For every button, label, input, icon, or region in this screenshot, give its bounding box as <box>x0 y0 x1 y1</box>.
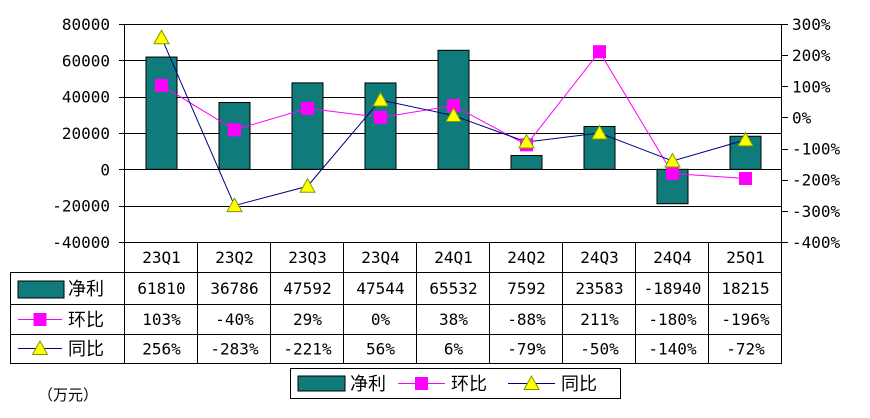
yoy-value-23q2: -283% <box>210 340 259 359</box>
legend-qoq-square-marker <box>415 377 428 390</box>
table-row-label-qoq: 环比 <box>68 310 104 331</box>
net-profit-value-24q2: 7592 <box>507 279 546 298</box>
legend-qoq-label: 环比 <box>451 374 487 395</box>
yoy-value-24q2: -79% <box>507 340 546 359</box>
y-right-tick-label: 0% <box>792 108 812 127</box>
net-profit-value-24q3: 23583 <box>575 279 623 298</box>
y-left-tick-label: -20000 <box>52 197 110 216</box>
table-key-qoq-square-marker <box>33 313 47 326</box>
qoq-value-23q1: 103% <box>142 310 181 329</box>
unit-note: （万元） <box>38 386 98 404</box>
qoq-value-24q3: 211% <box>580 310 619 329</box>
y-left-tick-label: 40000 <box>62 88 110 107</box>
net-profit-value-24q1: 65532 <box>429 279 477 298</box>
yoy-point-24q2 <box>518 133 535 149</box>
net-profit-value-23q3: 47592 <box>283 279 331 298</box>
yoy-value-24q3: -50% <box>580 340 619 359</box>
table-key-yoy-triangle-marker <box>31 339 49 355</box>
y-right-tick-label: -100% <box>792 140 841 159</box>
yoy-point-23q1 <box>153 29 170 45</box>
y-right-tick-label: 200% <box>792 46 831 65</box>
category-label-23q2: 23Q2 <box>215 248 254 267</box>
y-right-tick-label: -200% <box>792 171 841 190</box>
qoq-point-23q4 <box>374 110 387 124</box>
qoq-value-24q4: -180% <box>648 310 697 329</box>
y-left-tick-label: 80000 <box>62 15 110 34</box>
yoy-point-24q1 <box>445 107 462 123</box>
qoq-value-23q4: 0% <box>371 310 391 329</box>
category-label-25q1: 25Q1 <box>726 248 765 267</box>
legend: 净利 环比 同比 <box>290 368 621 399</box>
table-row-label-net-profit: 净利 <box>68 279 104 300</box>
legend-yoy-triangle-marker <box>523 374 540 390</box>
y-left-tick-label: 0 <box>100 160 110 179</box>
net-profit-value-23q1: 61810 <box>137 279 185 298</box>
bar-24q3 <box>583 125 616 170</box>
category-label-23q4: 23Q4 <box>361 248 400 267</box>
yoy-value-23q3: -221% <box>283 340 332 359</box>
yoy-point-24q3 <box>591 124 608 140</box>
category-label-24q2: 24Q2 <box>507 248 546 267</box>
y-right-tick-label: 300% <box>792 15 831 34</box>
qoq-point-24q3 <box>593 45 606 59</box>
yoy-point-23q3 <box>299 177 316 193</box>
category-label-24q3: 24Q3 <box>580 248 619 267</box>
ratio-markers <box>153 29 754 213</box>
net-profit-value-23q4: 47544 <box>356 279 404 298</box>
legend-net-profit-swatch <box>297 375 346 392</box>
yoy-value-24q4: -140% <box>648 340 697 359</box>
net-profit-value-23q2: 36786 <box>210 279 258 298</box>
qoq-value-25q1: -196% <box>721 310 770 329</box>
qoq-point-25q1 <box>739 171 752 185</box>
y-left-tick-label: -40000 <box>52 233 110 252</box>
net-profit-value-25q1: 18215 <box>721 279 769 298</box>
legend-yoy-label: 同比 <box>561 374 597 395</box>
y-left-tick-label: 60000 <box>62 51 110 70</box>
qoq-point-24q4 <box>666 166 679 180</box>
qoq-point-23q3 <box>301 101 314 115</box>
qoq-value-24q1: 38% <box>439 310 468 329</box>
yoy-point-25q1 <box>737 131 754 147</box>
category-label-23q1: 23Q1 <box>142 248 181 267</box>
qoq-point-23q2 <box>228 123 241 137</box>
y-left-tick-label: 20000 <box>62 124 110 143</box>
qoq-point-23q1 <box>155 78 168 92</box>
yoy-value-23q1: 256% <box>142 340 181 359</box>
yoy-value-23q4: 56% <box>366 340 395 359</box>
yoy-point-23q2 <box>226 197 243 213</box>
yoy-point-23q4 <box>372 91 389 107</box>
bar-23q3 <box>291 82 324 170</box>
bar-24q2 <box>510 155 543 170</box>
axes: 80000 60000 40000 20000 0 -20000 -40000 300% 200… <box>52 15 840 252</box>
y-right-tick-label: -400% <box>792 233 841 252</box>
table-row-label-yoy: 同比 <box>68 339 104 360</box>
bar-23q1 <box>145 56 178 170</box>
net-profit-value-24q4: -18940 <box>644 279 702 298</box>
yoy-value-25q1: -72% <box>726 340 765 359</box>
y-right-tick-label: 100% <box>792 77 831 96</box>
y-right-tick-label: -300% <box>792 202 841 221</box>
category-label-24q4: 24Q4 <box>653 248 692 267</box>
category-label-23q3: 23Q3 <box>288 248 327 267</box>
yoy-point-24q4 <box>664 152 681 168</box>
data-table: 净利 环比 同比 23Q1 23Q2 23Q3 23Q4 24Q1 24Q2 24Q3 24Q… <box>10 242 782 364</box>
qoq-value-23q2: -40% <box>215 310 254 329</box>
qoq-point-24q1 <box>447 99 460 113</box>
yoy-value-24q1: 6% <box>444 340 464 359</box>
table-key-net-profit-swatch <box>17 280 65 299</box>
legend-net-profit-label: 净利 <box>350 374 386 395</box>
qoq-value-23q3: 29% <box>293 310 322 329</box>
qoq-value-24q2: -88% <box>507 310 546 329</box>
category-label-24q1: 24Q1 <box>434 248 473 267</box>
